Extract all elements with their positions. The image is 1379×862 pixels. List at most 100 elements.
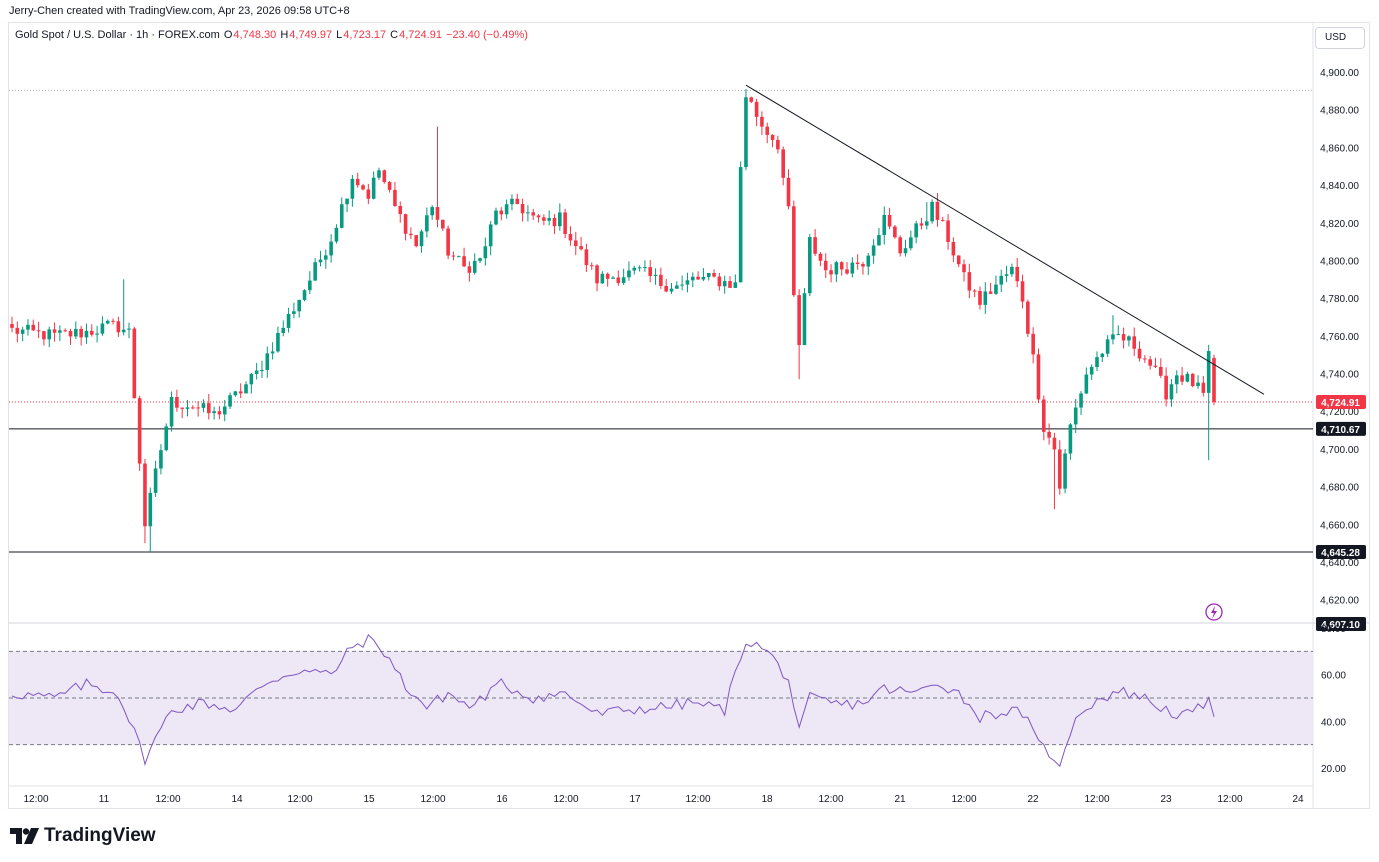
candle-body [669, 288, 674, 292]
candle [1153, 357, 1158, 369]
candle [792, 200, 796, 297]
candle [956, 255, 961, 268]
candle-body [515, 198, 520, 205]
time-tick-label: 12:00 [23, 794, 48, 805]
candle-body [89, 330, 94, 335]
candle [611, 275, 615, 279]
candle-body [983, 291, 988, 305]
candle [584, 243, 589, 272]
candle-body [706, 273, 711, 277]
candle [1137, 341, 1142, 362]
candle [776, 135, 780, 154]
candle-body [47, 329, 52, 340]
candle [366, 183, 371, 205]
candle [1020, 274, 1025, 309]
candle-body [1004, 274, 1009, 276]
candle-body [377, 170, 381, 178]
candle-body [318, 259, 323, 263]
price-label-text: 4,607.10 [1321, 620, 1360, 631]
candle [334, 224, 339, 244]
candle [829, 264, 833, 283]
candle-body [898, 237, 903, 254]
candle [573, 231, 578, 256]
candle-body [749, 97, 754, 102]
candle-body [924, 221, 929, 226]
candle-body [398, 205, 403, 215]
candle [89, 324, 94, 337]
candle [871, 239, 876, 264]
candle-body [781, 149, 785, 178]
candle [653, 268, 658, 285]
close-label: C [390, 29, 399, 41]
candle-body [121, 329, 126, 333]
price-label: 4,607.10 [1316, 617, 1366, 632]
candle-body [510, 198, 514, 205]
candle-body [345, 198, 349, 205]
candle-body [605, 273, 610, 279]
candle [323, 249, 328, 269]
candle [962, 259, 966, 282]
candle [930, 199, 934, 224]
candle [536, 214, 541, 223]
candle-body [680, 284, 684, 286]
candle [1036, 348, 1041, 404]
candle [270, 342, 275, 360]
candle-body [573, 240, 578, 247]
candle [244, 381, 248, 394]
candle [419, 229, 424, 253]
candle-body [127, 328, 131, 330]
candle [547, 210, 551, 226]
candle [308, 271, 312, 295]
candle [286, 307, 291, 333]
candle-body [456, 256, 461, 258]
candle-body [504, 204, 509, 215]
candle-body [861, 264, 865, 267]
candle [84, 323, 89, 344]
candle [180, 407, 184, 419]
candle-body [733, 282, 738, 288]
price-tick-label: 4,680.00 [1320, 483, 1359, 494]
candle [504, 199, 509, 219]
candle [393, 181, 397, 207]
time-tick-label: 16 [496, 794, 508, 805]
low-value: 4,723.17 [343, 29, 387, 41]
candle [1089, 364, 1094, 381]
candle-body [185, 407, 190, 409]
candle-body [302, 290, 307, 300]
time-tick-label: 12:00 [287, 794, 312, 805]
candle [414, 235, 419, 248]
candle-body [520, 204, 525, 214]
candle-body [728, 281, 732, 288]
candle-body [1015, 266, 1020, 282]
candle [1201, 375, 1206, 397]
candle [116, 316, 121, 337]
candle-body [823, 260, 828, 271]
candle [42, 330, 46, 346]
close-value: 4,724.91 [399, 29, 442, 41]
candle [1111, 315, 1115, 345]
candle [318, 250, 323, 267]
candle-body [722, 281, 727, 287]
currency-button[interactable]: USD [1315, 27, 1365, 49]
candle-body [951, 241, 956, 256]
price-tick-label: 4,660.00 [1320, 520, 1359, 531]
price-label-box [1316, 421, 1366, 436]
candle [456, 255, 461, 258]
candle [600, 271, 605, 284]
candle-body [579, 246, 583, 250]
price-tick-label: 4,800.00 [1320, 256, 1359, 267]
candle [329, 234, 333, 263]
candle [887, 207, 892, 230]
candle-body [909, 237, 913, 249]
rsi-tick-label: 60.00 [1321, 671, 1346, 682]
candle [238, 383, 243, 399]
candle-body [653, 274, 658, 277]
lightning-circle [1205, 603, 1223, 621]
candle [542, 214, 546, 226]
candle-body [1169, 384, 1174, 400]
candle-body [1196, 382, 1200, 387]
candle [260, 360, 264, 378]
candle [1206, 344, 1211, 461]
candle-body [308, 280, 312, 291]
